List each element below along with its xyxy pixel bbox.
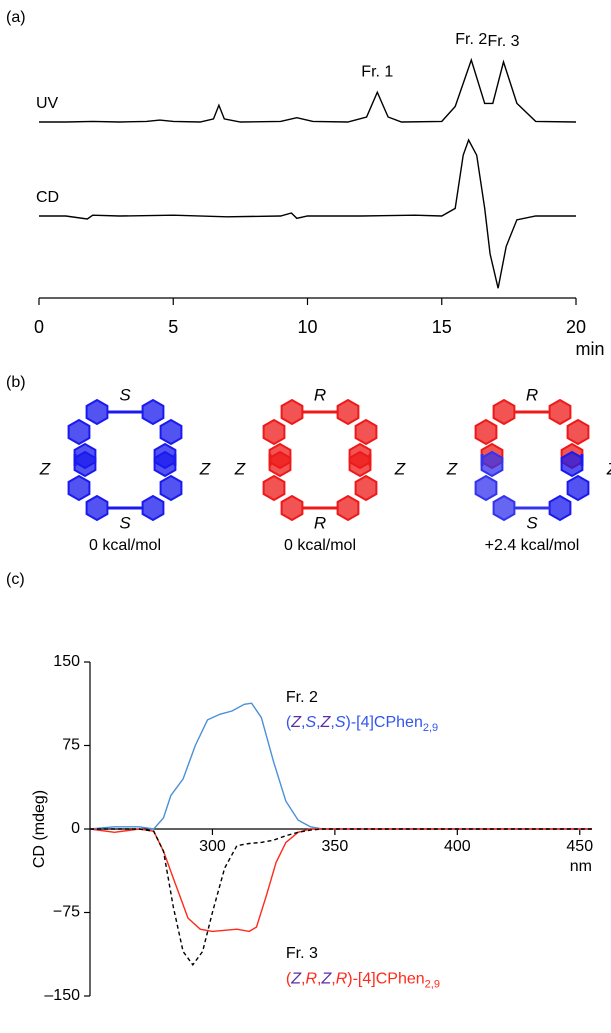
annotation-part: Z — [290, 714, 302, 731]
x-tick-label: 5 — [168, 317, 178, 337]
ring — [141, 398, 165, 426]
ring — [548, 494, 572, 522]
line — [89, 702, 592, 830]
stereo-label: Z — [606, 459, 611, 478]
peak-label: Fr. 2 — [455, 31, 487, 48]
ring — [262, 474, 286, 502]
energy-label: 0 kcal/mol — [89, 537, 161, 554]
x-tick-label: 300 — [199, 838, 226, 855]
ring — [280, 398, 304, 426]
stereo-label: Z — [234, 459, 246, 478]
x-axis-label: nm — [570, 858, 592, 875]
y-tick-label: 0 — [71, 820, 80, 837]
line — [90, 828, 592, 966]
annotation-part: , — [317, 971, 321, 988]
ring — [548, 398, 572, 426]
stereo-label: Z — [446, 459, 458, 478]
ring — [268, 450, 292, 478]
ring — [474, 474, 498, 502]
y-axis-label: CD (mdeg) — [31, 790, 48, 868]
ring — [566, 418, 590, 446]
ring — [492, 494, 516, 522]
annotation-part: R — [336, 971, 348, 988]
y-tick-label: 75 — [62, 737, 80, 754]
peak-label: Fr. 1 — [361, 63, 393, 80]
stereo-label: R — [526, 385, 538, 404]
ring — [159, 474, 183, 502]
annotation-part: , — [330, 714, 334, 731]
panel-label: (b) — [6, 374, 26, 391]
ring — [336, 494, 360, 522]
ring — [85, 494, 109, 522]
stereo-label: R — [314, 513, 326, 532]
annotation-part: , — [301, 971, 305, 988]
annotation-part: ( — [286, 714, 292, 731]
ring — [566, 474, 590, 502]
peak-label: Fr. 3 — [487, 33, 519, 50]
annotation-part: S — [305, 714, 316, 731]
annotation: Fr. 2 — [286, 689, 318, 706]
ring — [492, 398, 516, 426]
y-tick-label: 150 — [53, 653, 80, 670]
annotation-part: R — [305, 971, 317, 988]
annotation-part: 2,9 — [423, 722, 438, 734]
ring — [67, 418, 91, 446]
stereo-label: Z — [394, 459, 406, 478]
stereo-label: Z — [39, 459, 51, 478]
annotation-part: 2,9 — [425, 978, 440, 990]
annotation: Fr. 3 — [286, 945, 318, 962]
ring — [474, 418, 498, 446]
stereo-label: S — [119, 385, 131, 404]
ring — [85, 398, 109, 426]
annotation-part: , — [301, 714, 305, 731]
ring — [280, 494, 304, 522]
x-tick-label: 15 — [432, 317, 452, 337]
panel-label: (a) — [6, 9, 26, 26]
y-tick-label: −75 — [53, 904, 80, 921]
ring — [354, 418, 378, 446]
stereo-label: S — [526, 513, 538, 532]
annotation-part: , — [316, 714, 320, 731]
ring — [348, 450, 372, 478]
annotation-part: Z — [290, 971, 302, 988]
series-label: CD — [36, 189, 59, 206]
annotation-part: Z — [320, 714, 332, 731]
ring — [354, 474, 378, 502]
ring — [159, 418, 183, 446]
annotation-part: )-[4]CPhen — [345, 714, 422, 731]
y-tick-label: –150 — [44, 987, 80, 1004]
line — [39, 57, 577, 123]
ring — [480, 450, 504, 478]
annotation-part: Z — [320, 971, 332, 988]
energy-label: 0 kcal/mol — [284, 537, 356, 554]
x-tick-label: 10 — [297, 317, 317, 337]
ring — [262, 418, 286, 446]
stereo-label: Z — [199, 459, 211, 478]
panel-label: (c) — [6, 571, 25, 588]
annotation-part: ( — [286, 971, 292, 988]
annotation: (Z,S,Z,S)-[4]CPhen2,9 — [286, 714, 438, 734]
ring — [153, 450, 177, 478]
x-tick-label: 450 — [566, 838, 593, 855]
annotation-part: S — [335, 714, 346, 731]
ring — [336, 398, 360, 426]
annotation: (Z,R,Z,R)-[4]CPhen2,9 — [286, 971, 440, 991]
annotation-part: , — [331, 971, 335, 988]
stereo-label: S — [119, 513, 131, 532]
series-label: UV — [36, 95, 59, 112]
ring — [73, 450, 97, 478]
x-axis-label: min — [575, 339, 604, 359]
x-tick-label: 350 — [322, 838, 349, 855]
annotation-part: )-[4]CPhen — [347, 971, 424, 988]
line — [39, 138, 576, 289]
ring — [560, 450, 584, 478]
ring — [141, 494, 165, 522]
stereo-label: R — [314, 385, 326, 404]
x-tick-label: 20 — [566, 317, 586, 337]
ring — [67, 474, 91, 502]
energy-label: +2.4 kcal/mol — [485, 537, 580, 554]
x-tick-label: 0 — [34, 317, 44, 337]
x-tick-label: 400 — [444, 838, 471, 855]
